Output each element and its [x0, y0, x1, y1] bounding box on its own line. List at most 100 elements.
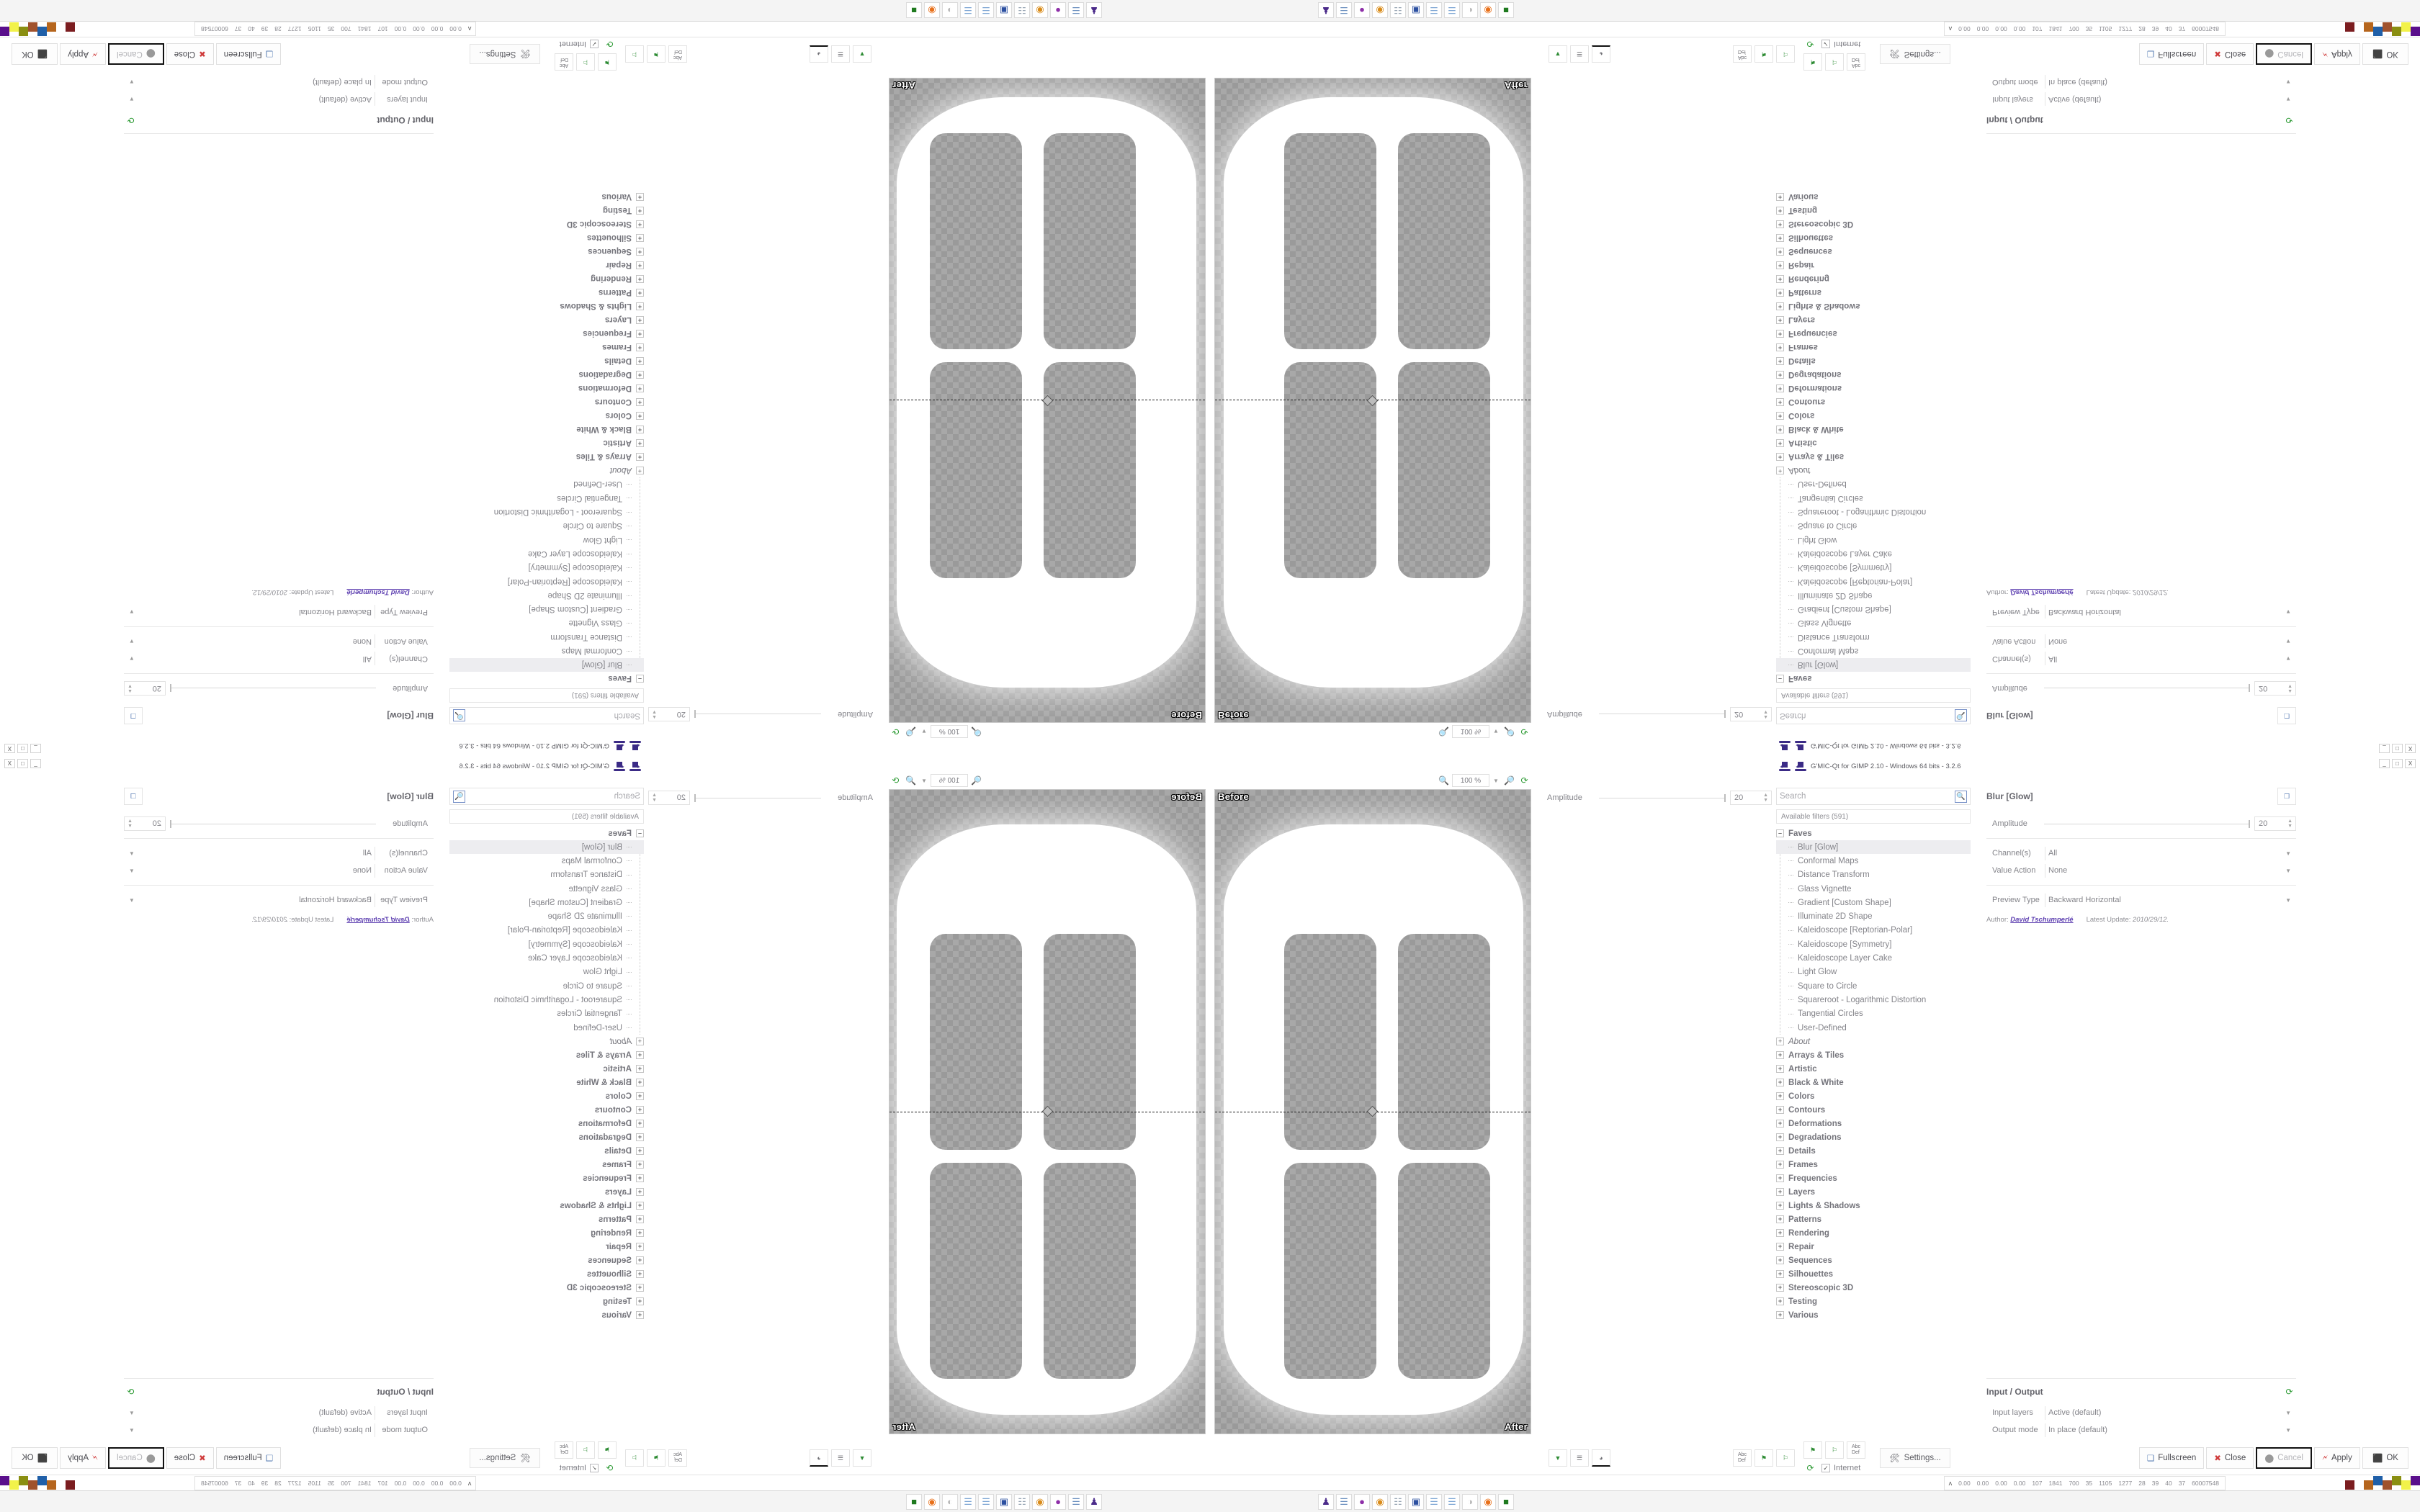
copy-params-icon[interactable]: ❐ — [124, 788, 143, 805]
progress-icon[interactable]: ◕ — [1592, 1449, 1610, 1467]
channels-select[interactable]: All ▼ — [124, 651, 376, 667]
zoom-out-icon[interactable]: 🔍 — [1438, 726, 1449, 737]
rename-fave-icon[interactable]: ⚐ — [576, 1441, 595, 1459]
progress-icon[interactable]: ◕ — [810, 45, 828, 63]
expand-icon[interactable]: + — [636, 1215, 644, 1224]
color-swatch[interactable] — [0, 27, 9, 36]
files-icon[interactable]: ☷ — [1390, 1493, 1406, 1510]
bottom-bar[interactable]: ▼ ☰ ◕ Abc Def ⚑ ⚐ ⚑ ⚐ Abc Def ⟳ — [1210, 1441, 2420, 1475]
search-icon[interactable]: 🔍 — [1955, 709, 1967, 722]
filter-item[interactable]: Illuminate 2D Shape — [449, 588, 644, 602]
expand-icon[interactable]: + — [1776, 397, 1784, 406]
input-layers-select[interactable]: Active (default) ▼ — [124, 1405, 376, 1421]
settings-button[interactable]: 🛠 Settings... — [470, 1448, 540, 1468]
save-blue-icon[interactable]: ▣ — [1408, 1493, 1424, 1510]
filter-category[interactable]: + Colors — [449, 1089, 644, 1103]
expand-icon[interactable]: + — [636, 1133, 644, 1142]
color-swatch[interactable] — [66, 1480, 75, 1490]
progress-icon[interactable]: ◕ — [810, 1449, 828, 1467]
expand-icon[interactable]: + — [636, 233, 644, 242]
left-params-column[interactable]: Amplitude 20 ▲ ▼ — [648, 789, 879, 1446]
quadrant-bottom-left[interactable]: ★ ★ G'MIC-Qt for GIMP 2.10 - Windows 64 … — [0, 756, 1210, 1512]
expand-icon[interactable]: + — [1776, 1311, 1784, 1320]
filter-category[interactable]: + About — [449, 464, 644, 477]
author-link[interactable]: David Tschumperlé — [346, 588, 410, 596]
abc-def-icon[interactable]: Abc Def — [668, 1449, 687, 1467]
tree-group-faves[interactable]: – Faves — [449, 672, 644, 685]
filter-item[interactable]: Kaleidoscope [Symmetry] — [1776, 561, 1971, 575]
filter-category[interactable]: + Testing — [1776, 1295, 1971, 1308]
filter-category[interactable]: + Repair — [449, 1240, 644, 1254]
amplitude-spinner-r[interactable]: 20 ▲ ▼ — [2254, 681, 2296, 696]
expand-all-icon[interactable]: ▼ — [853, 45, 871, 63]
expand-icon[interactable]: + — [1776, 466, 1784, 474]
zoom-in-icon[interactable]: 🔎 — [1504, 726, 1515, 737]
output-mode-select[interactable]: In place (default) ▼ — [124, 74, 376, 90]
filter-item[interactable]: Kaleidoscope [Reptorian-Polar] — [449, 575, 644, 588]
amplitude-slider[interactable] — [694, 791, 821, 805]
minimize-button[interactable]: _ — [30, 759, 41, 768]
expand-icon[interactable]: + — [636, 1311, 644, 1320]
filter-category[interactable]: + Colors — [1776, 409, 1971, 423]
quadrant-top-left[interactable]: ★ ★ G'MIC-Qt for GIMP 2.10 - Windows 64 … — [0, 0, 1210, 756]
preview-pane[interactable]: 🔍 100 % ▼ 🔎 ⟳ — [1214, 78, 1531, 738]
refresh-icon[interactable]: ⟳ — [1806, 1462, 1814, 1473]
amplitude-slider-r[interactable] — [170, 681, 376, 696]
filter-category[interactable]: + Degradations — [449, 1130, 644, 1144]
close-button-main[interactable]: ✖ Close — [166, 43, 214, 65]
zoom-in-icon[interactable]: 🔎 — [1504, 775, 1515, 786]
output-mode-select[interactable]: In place (default) ▼ — [2044, 74, 2296, 90]
filter-item[interactable]: Kaleidoscope [Symmetry] — [1776, 937, 1971, 951]
filter-category[interactable]: + Deformations — [449, 1117, 644, 1130]
filter-category[interactable]: + Silhouettes — [449, 1267, 644, 1281]
quadrant-bottom-right[interactable]: ★ ★ G'MIC-Qt for GIMP 2.10 - Windows 64 … — [1210, 756, 2420, 1512]
filter-item[interactable]: Illuminate 2D Shape — [1776, 909, 1971, 923]
expand-icon[interactable]: + — [1776, 1202, 1784, 1210]
windows-taskbar[interactable]: ♟ ☰ ● ◉ ☷ ▣ ☰ ☰ ◑ ◉ ■ — [1210, 1490, 2420, 1512]
color-swatch[interactable] — [2373, 27, 2383, 36]
refresh-icon[interactable]: ⟳ — [606, 39, 614, 50]
expand-icon[interactable]: + — [636, 192, 644, 201]
value-action-select[interactable]: None ▼ — [2044, 863, 2296, 878]
maximize-button[interactable]: □ — [17, 744, 28, 753]
abc-def-icon-2[interactable]: Abc Def — [555, 53, 573, 71]
terminal-green-icon[interactable]: ■ — [1498, 2, 1514, 19]
filter-item[interactable]: Square to Circle — [449, 979, 644, 993]
color-swatch[interactable] — [2411, 27, 2420, 36]
expand-icon[interactable]: + — [636, 425, 644, 433]
expand-icon[interactable]: + — [1776, 356, 1784, 365]
expand-icon[interactable]: + — [636, 1297, 644, 1306]
tree-group-faves[interactable]: – Faves — [449, 827, 644, 840]
expand-icon[interactable]: + — [636, 1243, 644, 1251]
media-player-icon[interactable]: ● — [1354, 1493, 1370, 1510]
search-input[interactable]: Search 🔍 — [1776, 788, 1971, 805]
color-swatch[interactable] — [9, 1480, 19, 1490]
filter-item[interactable]: Gradient [Custom Shape] — [1776, 603, 1971, 616]
expand-icon[interactable]: + — [636, 1147, 644, 1156]
ok-button[interactable]: ⬛ OK — [2362, 43, 2408, 65]
settings-button[interactable]: 🛠 Settings... — [470, 44, 540, 64]
search-icon[interactable]: 🔍 — [1955, 790, 1967, 803]
refresh-filters-icon[interactable]: ⟳ — [2285, 115, 2293, 126]
filter-item[interactable]: Conformal Maps — [1776, 644, 1971, 657]
filter-category[interactable]: + Sequences — [449, 1254, 644, 1267]
expand-icon[interactable]: + — [1776, 329, 1784, 338]
color-swatch[interactable] — [2345, 22, 2354, 32]
filter-item[interactable]: Kaleidoscope Layer Cake — [449, 546, 644, 560]
filter-item[interactable]: Illuminate 2D Shape — [1776, 588, 1971, 602]
windows-taskbar[interactable]: ♟ ☰ ● ◉ ☷ ▣ ☰ ☰ ◑ ◉ ■ — [0, 0, 1210, 22]
progress-icon[interactable]: ◕ — [1592, 45, 1610, 63]
blender-icon[interactable]: ◉ — [1372, 2, 1388, 19]
filter-item[interactable]: Glass Vignette — [1776, 616, 1971, 630]
bookmark-icon[interactable]: ⚑ — [1803, 1441, 1822, 1459]
filter-item[interactable]: Blur [Glow] — [1776, 657, 1971, 672]
expand-icon[interactable]: + — [636, 274, 644, 283]
expand-icon[interactable]: + — [1776, 370, 1784, 379]
fullscreen-button[interactable]: ❑ Fullscreen — [215, 1447, 282, 1469]
amplitude-slider-r[interactable] — [2044, 816, 2250, 831]
preview-toolbar[interactable]: 🔍 100 % ▼ 🔎 ⟳ — [1214, 773, 1531, 788]
filter-category[interactable]: + Various — [1776, 1308, 1971, 1322]
window-controls[interactable]: _ □ X — [2379, 744, 2416, 753]
filter-item[interactable]: Glass Vignette — [449, 616, 644, 630]
input-layers-select[interactable]: Active (default) ▼ — [2044, 91, 2296, 107]
